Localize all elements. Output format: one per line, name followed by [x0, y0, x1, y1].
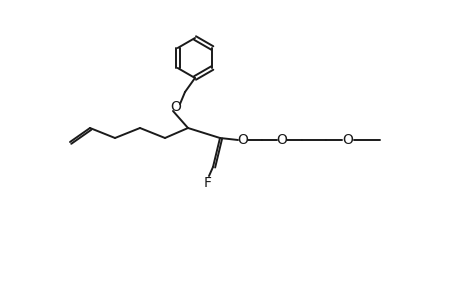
Text: O: O: [276, 133, 287, 147]
Text: O: O: [237, 133, 248, 147]
Text: O: O: [170, 100, 181, 114]
Text: F: F: [203, 176, 212, 190]
Text: O: O: [342, 133, 353, 147]
